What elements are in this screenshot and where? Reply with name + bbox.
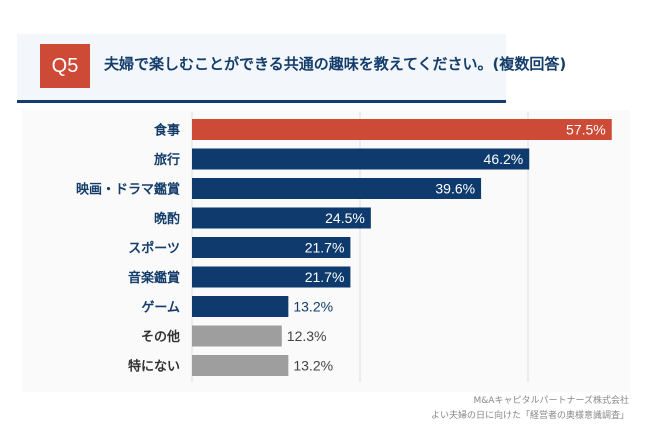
category-label: 旅行 [154, 152, 180, 168]
category-label: スポーツ [128, 241, 180, 257]
category-label: 晩酌 [154, 211, 180, 227]
value-label: 39.6% [435, 181, 475, 197]
value-label: 57.5% [566, 122, 606, 138]
header-divider [17, 100, 506, 103]
value-label: 21.7% [305, 240, 345, 256]
category-label: 特にない [128, 359, 180, 375]
value-label: 13.2% [293, 358, 333, 374]
value-label: 13.2% [293, 299, 333, 315]
value-label: 12.3% [287, 328, 327, 344]
header-background [17, 34, 506, 100]
bar [192, 325, 282, 347]
chart-title: 夫婦で楽しむことができる共通の趣味を教えてください。(複数回答) [104, 55, 567, 73]
category-label: 音楽鑑賞 [128, 270, 180, 286]
source-survey: よい夫婦の日に向けた「経営者の奥様意識調査」 [430, 411, 629, 421]
category-label: ゲーム [141, 300, 180, 316]
bar [192, 178, 482, 199]
bar [192, 119, 612, 140]
bar [192, 207, 371, 229]
source-company: M&Aキャピタルパートナーズ株式会社 [473, 396, 630, 406]
category-label: 映画・ドラマ鑑賞 [76, 182, 180, 198]
value-label: 24.5% [325, 210, 365, 226]
category-label: 食事 [154, 123, 180, 139]
value-label: 21.7% [305, 269, 345, 285]
category-label: その他 [141, 329, 180, 345]
question-badge: Q5 [40, 44, 90, 88]
bar [192, 355, 289, 376]
bar [192, 237, 351, 258]
value-label: 46.2% [484, 151, 524, 167]
bar [192, 266, 351, 288]
bar [192, 296, 289, 317]
bar [192, 148, 530, 170]
